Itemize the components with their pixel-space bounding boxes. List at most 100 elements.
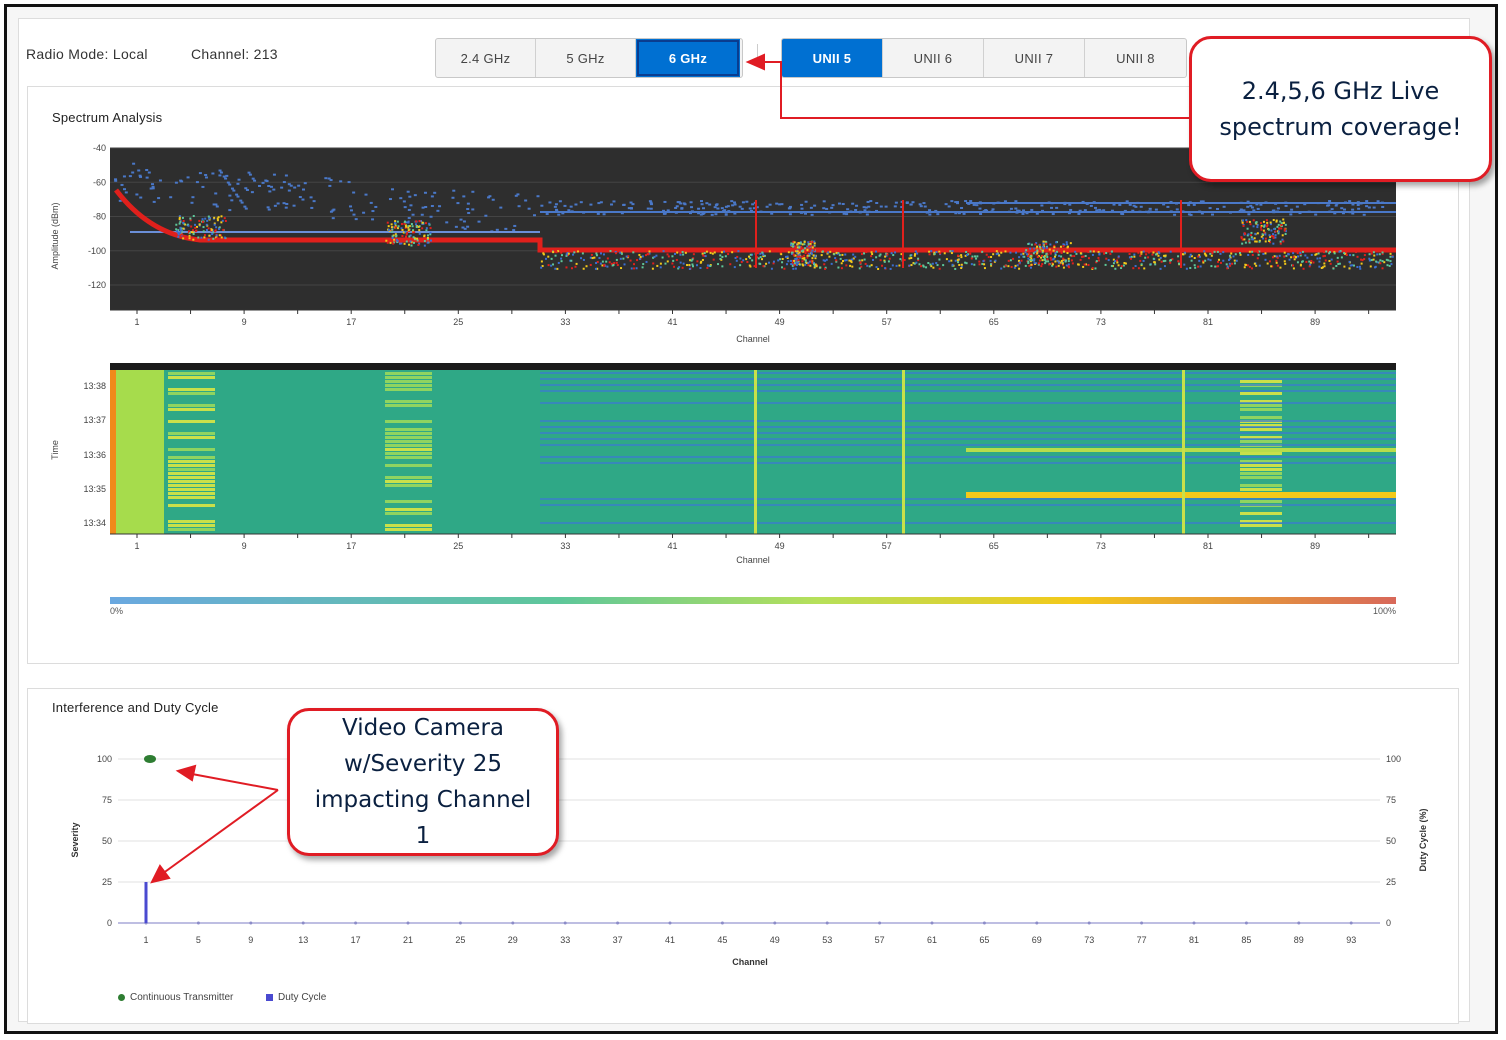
burst-sample <box>1284 223 1287 226</box>
max-hold-dot <box>1199 200 1203 203</box>
burst-sample <box>1273 227 1276 230</box>
spectrum-sample <box>1257 253 1260 256</box>
spectrum-sample <box>573 251 576 254</box>
spectrum-sample <box>648 250 651 253</box>
max-hold-dot <box>555 209 559 212</box>
spectrum-sample <box>1202 261 1205 264</box>
channel-tick-label: 41 <box>667 317 677 327</box>
tab-unii-7[interactable]: UNII 7 <box>984 39 1085 77</box>
spectrum-sample <box>1317 252 1320 255</box>
spectrum-sample <box>1057 260 1060 263</box>
spectrum-sample <box>1376 253 1379 256</box>
burst-sample <box>1041 245 1044 248</box>
interference-x-tick: 69 <box>1032 935 1042 945</box>
spectrum-sample <box>659 266 662 269</box>
amplitude-x-label: Channel <box>736 334 770 344</box>
max-hold-dot <box>866 200 870 203</box>
spectrum-sample <box>1364 250 1367 253</box>
spectrum-sample <box>1308 265 1311 268</box>
burst-sample <box>1059 245 1062 248</box>
max-hold-dot <box>1068 203 1072 206</box>
max-hold-dot <box>190 201 194 204</box>
spectrum-sample <box>772 262 775 265</box>
burst-sample <box>1042 255 1045 258</box>
burst-sample <box>208 217 211 220</box>
tab-6ghz[interactable]: 6 GHz <box>636 39 740 77</box>
spectrum-sample <box>666 253 669 256</box>
burst-sample <box>1247 233 1250 236</box>
spectrum-sample <box>554 267 557 270</box>
max-hold-dot <box>1295 205 1299 208</box>
burst-sample <box>807 264 810 267</box>
burst-sample <box>792 253 795 256</box>
x-tick-dot <box>773 921 777 925</box>
burst-sample <box>794 262 797 265</box>
max-hold-dot <box>454 225 458 228</box>
spectrum-sample <box>1309 263 1312 266</box>
waterfall-burst-row <box>385 440 432 443</box>
max-hold-dot <box>740 207 744 210</box>
max-hold-dot <box>1014 200 1018 203</box>
spectrum-sample <box>975 257 978 260</box>
spectrum-sample <box>1111 265 1114 268</box>
spectrum-sample <box>844 253 847 256</box>
max-hold-dot <box>151 183 155 186</box>
burst-sample <box>1060 255 1063 258</box>
burst-sample <box>179 226 182 229</box>
burst-sample <box>398 242 401 245</box>
burst-sample <box>429 227 432 230</box>
spectrum-sample <box>591 257 594 260</box>
spectrum-sample <box>957 254 960 257</box>
tab-2-4ghz[interactable]: 2.4 GHz <box>436 39 536 77</box>
spectrum-sample <box>797 260 800 263</box>
burst-sample <box>405 240 408 243</box>
spectrum-sample <box>1299 254 1302 257</box>
max-hold-dot <box>1276 207 1280 210</box>
max-hold-dot <box>269 185 273 188</box>
interference-x-tick: 93 <box>1346 935 1356 945</box>
spectrum-sample <box>808 254 811 257</box>
spectrum-sample <box>575 250 578 253</box>
spectrum-sample <box>971 255 974 258</box>
duty-cycle-bar[interactable] <box>144 882 148 923</box>
spectrum-sample <box>840 262 843 265</box>
tab-unii-8[interactable]: UNII 8 <box>1116 50 1155 66</box>
max-hold-dot <box>631 203 635 206</box>
continuous-transmitter-point[interactable] <box>144 755 156 763</box>
spectrum-sample <box>544 257 547 260</box>
spectrum-sample <box>1383 261 1386 264</box>
max-hold-dot <box>934 209 938 212</box>
max-hold-dot <box>423 191 427 194</box>
spectrum-sample <box>840 267 843 270</box>
channel-tick-label: 9 <box>242 541 247 551</box>
tab-unii-6[interactable]: UNII 6 <box>883 39 984 77</box>
spectrum-sample <box>759 256 762 259</box>
burst-sample <box>1252 238 1255 241</box>
spectrum-sample <box>1328 251 1331 254</box>
time-tick-label: 13:35 <box>83 484 106 494</box>
burst-sample <box>1051 263 1054 266</box>
burst-sample <box>1274 236 1277 239</box>
spectrum-sample <box>928 253 931 256</box>
burst-sample <box>1279 242 1282 245</box>
burst-sample <box>1243 238 1246 241</box>
waterfall-burst-row <box>168 376 215 379</box>
burst-sample <box>408 243 411 246</box>
max-hold-dot <box>467 211 471 214</box>
spectrum-sample <box>1381 251 1384 254</box>
interference-x-label: Channel <box>732 957 768 967</box>
waterfall-burst-row <box>385 400 432 403</box>
spectrum-sample <box>706 264 709 267</box>
spectrum-sample <box>841 260 844 263</box>
spectrum-sample <box>1244 263 1247 266</box>
tab-unii-5[interactable]: UNII 5 <box>782 39 883 77</box>
spectrum-sample <box>913 262 916 265</box>
tab-5ghz[interactable]: 5 GHz <box>536 39 636 77</box>
max-hold-dot <box>243 205 247 208</box>
spectrum-sample <box>761 251 764 254</box>
spectrum-sample <box>1000 251 1003 254</box>
spectrum-sample <box>1105 257 1108 260</box>
spectrum-sample <box>1228 262 1231 265</box>
spectrum-sample <box>995 250 998 253</box>
spectrum-sample <box>1275 259 1278 262</box>
